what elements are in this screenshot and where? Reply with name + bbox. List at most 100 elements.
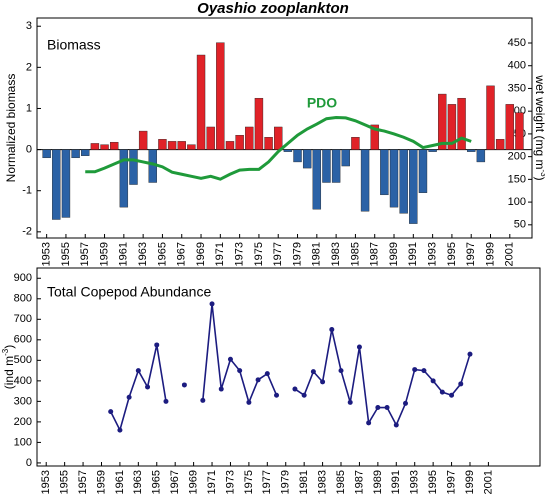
bar — [42, 149, 51, 159]
bar — [100, 144, 109, 150]
bar — [370, 124, 379, 150]
panel-label: Total Copepod Abundance — [47, 284, 211, 300]
bar — [71, 149, 80, 159]
x-tick-label: 1963 — [132, 470, 144, 494]
bar — [467, 149, 476, 152]
data-point — [402, 400, 408, 406]
x-tick-label: 1963 — [137, 242, 149, 266]
bar — [302, 149, 312, 169]
y-axis-title-part: (ind m — [2, 356, 16, 389]
bar — [81, 149, 90, 156]
y2-tick-label: 400 — [508, 60, 526, 72]
x-tick-label: 1957 — [77, 470, 89, 494]
x-tick-label: 1979 — [280, 470, 292, 494]
y-tick-label: 1 — [26, 102, 32, 114]
data-point — [439, 389, 445, 395]
y2-tick-label: 350 — [508, 82, 526, 94]
bar — [428, 149, 437, 152]
data-point — [181, 382, 187, 388]
y-tick-label: 200 — [14, 416, 32, 428]
x-tick-label: 1985 — [349, 242, 361, 266]
bar — [235, 134, 244, 150]
data-point — [264, 371, 270, 377]
x-tick-label: 1973 — [224, 470, 236, 494]
x-tick-label: 1989 — [388, 242, 400, 266]
y-tick-label: 100 — [14, 436, 32, 448]
x-tick-label: 1969 — [195, 242, 207, 266]
bar — [322, 149, 331, 183]
bar — [389, 149, 399, 208]
data-point — [347, 399, 353, 405]
data-point — [384, 405, 390, 411]
x-tick-label: 1977 — [261, 470, 273, 494]
data-point — [218, 386, 224, 392]
data-point — [393, 422, 399, 428]
x-tick-label: 1969 — [188, 470, 200, 494]
data-point — [430, 378, 436, 384]
data-point — [301, 392, 307, 398]
bar — [409, 149, 418, 224]
y2-tick-label: 100 — [508, 196, 526, 208]
bar — [331, 149, 341, 183]
x-tick-label: 1965 — [151, 470, 163, 494]
y-tick-label: 3 — [26, 20, 32, 32]
x-tick-label: 1995 — [427, 470, 439, 494]
x-tick-label: 1987 — [353, 470, 365, 494]
data-point — [329, 327, 335, 333]
bar — [187, 144, 196, 150]
x-tick-label: 1985 — [335, 470, 347, 494]
bar — [196, 54, 206, 150]
x-tick-label: 1997 — [445, 470, 457, 494]
x-tick-label: 1959 — [95, 470, 107, 494]
x-tick-label: 1989 — [372, 470, 384, 494]
x-tick-label: 2001 — [504, 242, 516, 266]
y2-tick-label: 450 — [508, 37, 526, 49]
x-tick-label: 1973 — [234, 242, 246, 266]
bar — [457, 97, 466, 150]
y-tick-label: 900 — [14, 272, 32, 284]
bar — [486, 85, 495, 150]
y-tick-label: 400 — [14, 375, 32, 387]
bar — [351, 137, 360, 150]
data-point — [274, 392, 280, 398]
y-axis-title: Normalized biomass — [4, 74, 18, 183]
bar — [418, 149, 428, 193]
data-point — [412, 367, 418, 373]
y-axis-title-part: ) — [2, 345, 16, 349]
data-point — [375, 405, 381, 411]
x-tick-label: 1959 — [98, 242, 110, 266]
data-point — [255, 377, 261, 383]
y-axis-title: (ind m-3) — [1, 345, 17, 389]
x-tick-label: 1977 — [272, 242, 284, 266]
x-tick-label: 1975 — [243, 470, 255, 494]
y-tick-label: 0 — [26, 457, 32, 469]
x-tick-label: 1961 — [118, 242, 130, 266]
bar — [138, 130, 148, 150]
data-point — [246, 399, 252, 405]
bar — [245, 126, 254, 150]
bar — [158, 139, 167, 150]
data-line — [85, 116, 472, 181]
x-tick-label: 1993 — [427, 242, 439, 266]
y-tick-label: 0 — [26, 143, 32, 155]
data-point — [237, 368, 243, 374]
x-tick-label: 1957 — [79, 242, 91, 266]
data-point — [292, 386, 298, 392]
bar — [52, 149, 61, 220]
x-tick-label: 1955 — [59, 470, 71, 494]
data-point — [449, 392, 455, 398]
x-tick-label: 1953 — [40, 470, 52, 494]
x-tick-label: 1995 — [446, 242, 458, 266]
data-point — [163, 398, 169, 404]
bar — [495, 139, 505, 150]
y2-axis-title: wet weight (mg m-3) — [533, 74, 545, 180]
data-point — [366, 420, 372, 426]
data-point — [227, 356, 233, 362]
bar — [216, 42, 225, 150]
y2-axis-title-part: ) — [533, 177, 545, 181]
figure-title: Oyashio zooplankton — [197, 0, 349, 17]
data-point — [356, 344, 362, 350]
panel-label: Biomass — [47, 37, 101, 53]
bar — [90, 143, 100, 150]
bar — [380, 149, 389, 196]
